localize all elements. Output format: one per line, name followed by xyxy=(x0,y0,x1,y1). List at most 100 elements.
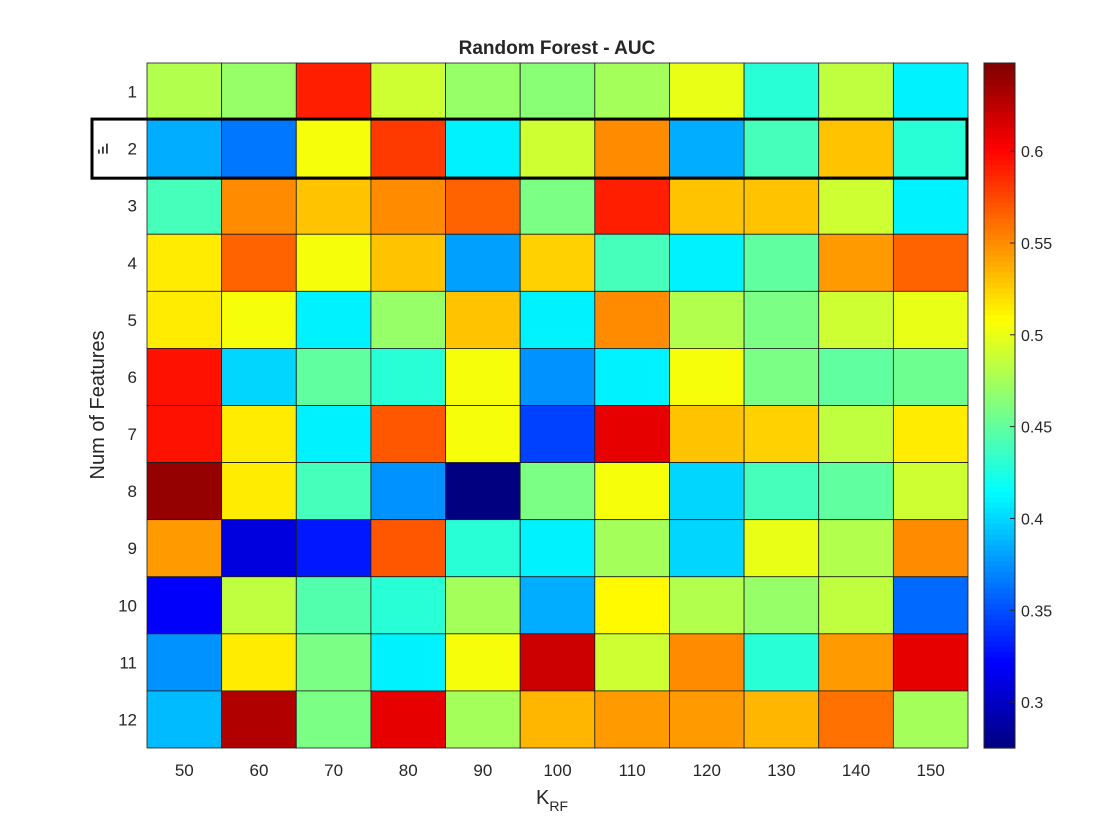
heatmap-cell xyxy=(221,690,297,749)
colorbar-segment xyxy=(984,271,1015,278)
colorbar-segment xyxy=(984,346,1015,353)
heatmap-cell xyxy=(519,290,596,349)
heatmap-cell xyxy=(818,519,894,578)
colorbar-segment xyxy=(984,239,1015,246)
heatmap-cell xyxy=(669,348,745,406)
bar-chart-icon xyxy=(98,143,108,154)
y-axis-label: Num of Features xyxy=(87,331,109,480)
chart-title: Random Forest - AUC xyxy=(459,38,656,59)
y-tick-label: 8 xyxy=(128,482,137,501)
heatmap-cell xyxy=(146,690,223,749)
colorbar-segment xyxy=(984,442,1015,449)
x-axis-label-main: K xyxy=(536,787,550,809)
colorbar-segment xyxy=(984,437,1015,444)
heatmap-cell xyxy=(295,348,372,406)
colorbar-segment xyxy=(984,683,1015,690)
colorbar-segment xyxy=(984,261,1015,267)
heatmap-cell xyxy=(892,119,969,178)
heatmap-cell xyxy=(370,233,446,292)
colorbar-segment xyxy=(984,266,1015,273)
colorbar-segment xyxy=(984,234,1015,241)
heatmap-cell xyxy=(594,119,670,178)
colorbar-segment xyxy=(984,298,1015,305)
heatmap-cell xyxy=(743,405,820,463)
colorbar-segment xyxy=(984,137,1015,144)
colorbar-segment xyxy=(984,528,1015,535)
x-tick-label: 80 xyxy=(399,761,418,780)
x-tick-label: 150 xyxy=(916,761,944,780)
colorbar-segment xyxy=(984,303,1015,310)
heatmap-cell xyxy=(370,62,446,121)
colorbar-segment xyxy=(984,485,1015,492)
heatmap-cell xyxy=(295,62,372,121)
heatmap-cell xyxy=(594,233,670,292)
colorbar-segment xyxy=(984,453,1015,460)
colorbar-segment xyxy=(984,196,1015,203)
colorbar-segment xyxy=(984,368,1015,374)
heatmap-cell xyxy=(743,62,820,121)
x-tick-label: 100 xyxy=(543,761,571,780)
colorbar-segment xyxy=(984,512,1015,519)
heatmap-cell xyxy=(892,405,969,463)
heatmap-cell xyxy=(146,576,223,635)
colorbar-segment xyxy=(984,678,1015,685)
colorbar-segment xyxy=(984,341,1015,348)
heatmap-cell xyxy=(669,690,745,749)
heatmap-cell xyxy=(295,405,372,463)
heatmap-cell xyxy=(146,233,223,292)
colorbar-segment xyxy=(984,121,1015,128)
colorbar-segment xyxy=(984,582,1015,589)
colorbar-segment xyxy=(984,587,1015,594)
heatmap-cell xyxy=(370,405,446,463)
colorbar-segment xyxy=(984,464,1015,471)
colorbar-segment xyxy=(984,640,1015,647)
heatmap-cell xyxy=(221,633,297,692)
colorbar-segment xyxy=(984,282,1015,289)
heatmap-cell xyxy=(295,576,372,635)
colorbar-segment xyxy=(984,400,1015,407)
heatmap-cell xyxy=(221,176,297,235)
x-tick-label: 130 xyxy=(767,761,795,780)
highlight-box xyxy=(90,117,969,180)
heatmap-cell xyxy=(594,290,670,349)
colorbar-segment xyxy=(984,699,1015,706)
colorbar-segment xyxy=(984,223,1015,230)
heatmap-cell xyxy=(818,462,894,521)
heatmap-cell xyxy=(445,462,521,521)
colorbar-segment xyxy=(984,335,1015,342)
heatmap-cell xyxy=(370,576,446,635)
colorbar-segment xyxy=(984,715,1015,722)
heatmap-cell xyxy=(445,690,521,749)
heatmap-cell xyxy=(146,176,223,235)
colorbar-tick-label: 0.4 xyxy=(1021,511,1043,528)
heatmap-cell xyxy=(295,633,372,692)
heatmap-cell xyxy=(519,233,596,292)
colorbar-segment xyxy=(984,448,1015,455)
colorbar-segment xyxy=(984,646,1015,653)
colorbar-segment xyxy=(984,726,1015,733)
heatmap-cell xyxy=(295,690,372,749)
heatmap-cell xyxy=(221,405,297,463)
colorbar-tick-label: 0.35 xyxy=(1021,603,1052,620)
heatmap-cell xyxy=(146,462,223,521)
heatmap-cell xyxy=(370,176,446,235)
colorbar-segment xyxy=(984,426,1015,433)
colorbar-segment xyxy=(984,421,1015,428)
heatmap-cell xyxy=(743,290,820,349)
colorbar-segment xyxy=(984,228,1015,235)
x-tick-label: 110 xyxy=(619,761,646,780)
heatmap-cell xyxy=(295,519,372,578)
colorbar-segment xyxy=(984,673,1015,680)
heatmap-cell xyxy=(146,290,223,349)
heatmap-cell xyxy=(146,348,223,406)
colorbar-segment xyxy=(984,651,1015,658)
colorbar-segment xyxy=(984,555,1015,562)
heatmap-cell xyxy=(221,290,297,349)
heatmap-cell xyxy=(743,519,820,578)
heatmap-cell xyxy=(892,233,969,292)
heatmap-cell xyxy=(892,176,969,235)
heatmap-cell xyxy=(445,62,521,121)
heatmap-cell xyxy=(818,119,894,178)
colorbar-segment xyxy=(984,469,1015,476)
